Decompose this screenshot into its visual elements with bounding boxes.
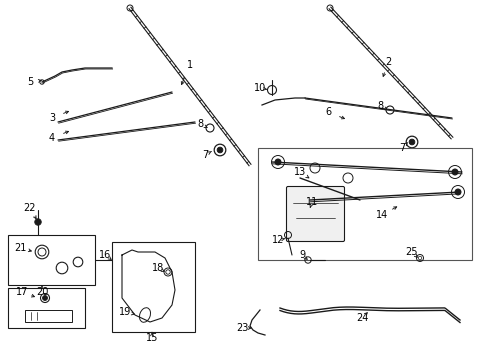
Text: 9: 9 [298,250,305,260]
Circle shape [42,296,47,301]
Bar [25,310,72,322]
Circle shape [451,169,457,175]
Text: 19: 19 [119,307,131,317]
Text: 5: 5 [27,77,33,87]
Bar [112,242,195,332]
Text: 8: 8 [197,119,203,129]
Text: 12: 12 [271,235,284,245]
Text: 4: 4 [49,133,55,143]
Text: 6: 6 [324,107,330,117]
Text: 24: 24 [355,313,367,323]
Text: 11: 11 [305,197,318,207]
Text: 22: 22 [24,203,36,213]
Text: 3: 3 [49,113,55,123]
Text: 10: 10 [253,83,265,93]
Text: 17: 17 [16,287,28,297]
Text: 20: 20 [36,287,48,297]
Text: 7: 7 [398,143,404,153]
Text: 15: 15 [145,333,158,343]
Bar [8,235,95,285]
Text: 13: 13 [293,167,305,177]
Text: 8: 8 [376,101,382,111]
Circle shape [217,147,223,153]
Text: 21: 21 [14,243,26,253]
Text: 18: 18 [152,263,164,273]
Bar [8,288,85,328]
Text: 14: 14 [375,210,387,220]
Text: 7: 7 [202,150,208,160]
Bar [258,148,471,260]
Text: 1: 1 [186,60,193,70]
Circle shape [408,139,414,145]
Circle shape [35,219,41,225]
Text: 16: 16 [99,250,111,260]
Text: 23: 23 [235,323,248,333]
Circle shape [274,159,281,165]
Text: 25: 25 [405,247,417,257]
FancyBboxPatch shape [286,186,344,242]
Circle shape [454,189,460,195]
Text: 2: 2 [384,57,390,67]
